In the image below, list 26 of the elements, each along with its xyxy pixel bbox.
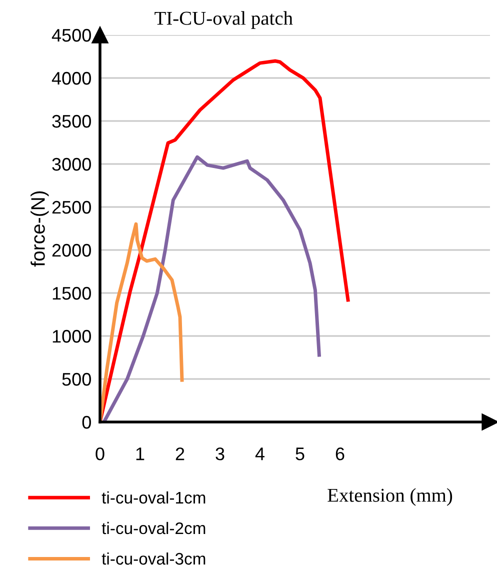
x-tick-label: 5 [296,448,304,460]
y-tick-label: 3000 [52,158,91,171]
x-tick-label: 3 [216,447,224,460]
x-tick-label: 6 [336,447,344,460]
line-series [100,59,350,422]
y-tick-label: 3500 [52,114,91,128]
line-series [102,155,321,422]
x-tick-label: 1 [136,448,144,460]
y-tick-label: 2000 [52,244,91,257]
y-tick-label: 1000 [52,330,91,343]
y-tick-label: 1500 [52,286,91,300]
y-tick-label: 4000 [52,72,91,85]
x-tick-label: 4 [255,448,264,460]
y-tick-label: 0 [82,416,91,429]
x-tick-label: 0 [96,447,104,460]
x-tick-label: 2 [176,447,184,460]
y-axis-title: force-(N) [30,191,49,267]
y-tick-label: 500 [62,372,91,386]
line-series [100,222,184,422]
chart-title: TI-CU-oval patch [154,11,293,29]
x-axis-title: Extension (mm) [328,488,452,506]
y-tick-label: 4500 [52,28,91,42]
y-tick-label: 2500 [52,200,91,214]
legend-label: ti-cu-oval-2cm [102,522,206,534]
legend-label: ti-cu-oval-1cm [102,491,206,504]
legend-label: ti-cu-oval-3cm [102,552,206,565]
